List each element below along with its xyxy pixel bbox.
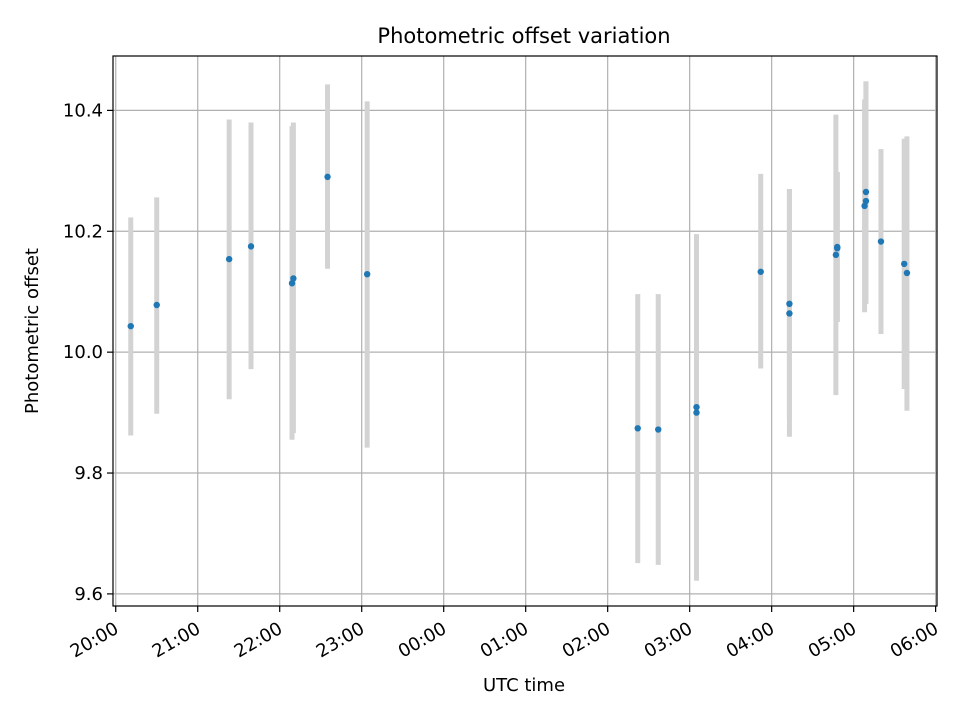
data-point xyxy=(757,268,764,275)
data-point xyxy=(225,255,233,263)
data-point xyxy=(877,238,885,245)
data-point xyxy=(634,425,641,432)
grid xyxy=(113,56,937,606)
data-point xyxy=(903,269,911,277)
data-point xyxy=(290,275,297,282)
data-point xyxy=(786,300,793,308)
data-point xyxy=(834,243,841,251)
data-point xyxy=(861,202,868,210)
data-point xyxy=(153,301,160,309)
data-point xyxy=(127,322,134,330)
data-point xyxy=(363,270,371,278)
data-point xyxy=(693,403,700,411)
data-point xyxy=(786,310,793,317)
data-point xyxy=(862,188,870,196)
data-point xyxy=(655,426,662,433)
y-axis-ticks: 9.6 9.8 10.0 10.2 10.4 xyxy=(63,100,113,605)
y-axis-title: Photometric offset xyxy=(22,248,43,414)
data-point xyxy=(324,173,331,181)
y-tick-label: 9.6 xyxy=(74,584,103,605)
data-points xyxy=(127,173,911,433)
data-point xyxy=(247,243,255,250)
x-axis-title: UTC time xyxy=(483,675,565,696)
data-point xyxy=(862,197,870,205)
data-point xyxy=(693,409,700,416)
chart-title: Photometric offset variation xyxy=(377,24,670,48)
y-tick-label: 10.2 xyxy=(63,221,103,242)
data-point xyxy=(288,280,296,287)
y-tick-label: 10.4 xyxy=(63,100,103,121)
y-tick-label: 10.0 xyxy=(63,342,103,363)
data-point xyxy=(832,251,840,259)
plot-frame xyxy=(112,55,938,607)
y-tick-label: 9.8 xyxy=(74,463,103,484)
data-point xyxy=(901,260,908,268)
